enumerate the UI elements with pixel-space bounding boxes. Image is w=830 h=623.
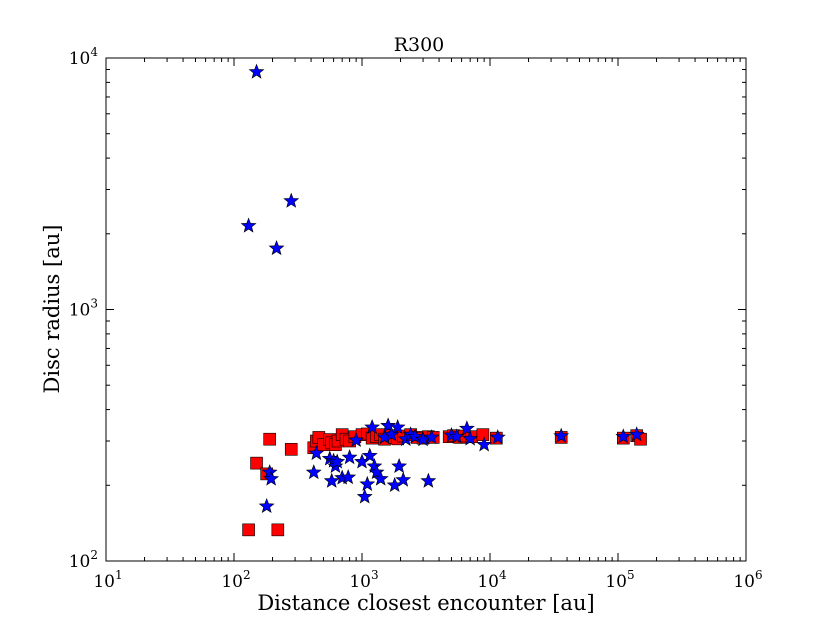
- y-tick-label: 104: [69, 45, 99, 69]
- plot-frame: [105, 57, 747, 562]
- star-marker: [553, 427, 570, 443]
- star-marker: [359, 475, 376, 491]
- star-marker: [340, 469, 357, 485]
- y-tick-label: 102: [69, 548, 98, 572]
- star-marker: [389, 418, 406, 435]
- star-marker: [308, 444, 325, 461]
- star-marker: [263, 470, 280, 486]
- star-marker: [462, 430, 479, 446]
- data-markers: [240, 63, 647, 537]
- square-marker: [250, 456, 263, 470]
- star-marker: [305, 464, 322, 480]
- star-marker: [420, 472, 437, 488]
- star-marker: [283, 192, 300, 208]
- star-marker: [615, 428, 632, 444]
- square-marker: [263, 432, 276, 446]
- star-marker: [380, 417, 397, 433]
- x-tick-label: 104: [477, 568, 507, 592]
- x-tick-label: 106: [733, 568, 762, 592]
- star-marker: [476, 436, 493, 452]
- star-marker: [448, 428, 465, 444]
- x-tick-label: 105: [605, 568, 634, 592]
- x-tick-label: 101: [93, 568, 122, 592]
- star-marker: [258, 497, 275, 514]
- star-marker: [372, 470, 389, 486]
- axis-ticks: [105, 58, 747, 562]
- chart-title: R300: [394, 34, 445, 56]
- square-marker: [242, 523, 255, 537]
- star-marker: [628, 426, 645, 442]
- star-marker: [361, 447, 378, 463]
- star-marker: [341, 449, 358, 465]
- star-marker: [356, 488, 373, 504]
- star-marker: [423, 429, 440, 445]
- star-marker: [323, 472, 340, 488]
- y-axis-label: Disc radius [au]: [40, 225, 64, 394]
- star-marker: [268, 240, 285, 256]
- square-marker: [476, 428, 490, 441]
- star-marker: [248, 63, 265, 79]
- x-axis-label: Distance closest encounter [au]: [257, 591, 594, 615]
- star-marker: [329, 453, 346, 469]
- x-tick-label: 103: [349, 568, 378, 592]
- star-marker: [364, 418, 381, 435]
- star-marker: [489, 429, 506, 445]
- star-marker: [348, 431, 365, 448]
- star-marker: [407, 428, 424, 444]
- star-marker: [383, 426, 400, 442]
- star-marker: [395, 471, 412, 487]
- square-marker: [284, 443, 298, 456]
- square-marker: [271, 523, 285, 537]
- star-marker: [321, 450, 338, 466]
- star-marker: [391, 457, 408, 474]
- star-marker: [366, 457, 383, 474]
- y-tick-label: 103: [69, 297, 98, 321]
- star-marker: [368, 464, 385, 480]
- star-marker: [240, 217, 257, 233]
- star-marker: [458, 420, 475, 436]
- x-tick-label: 102: [221, 568, 250, 592]
